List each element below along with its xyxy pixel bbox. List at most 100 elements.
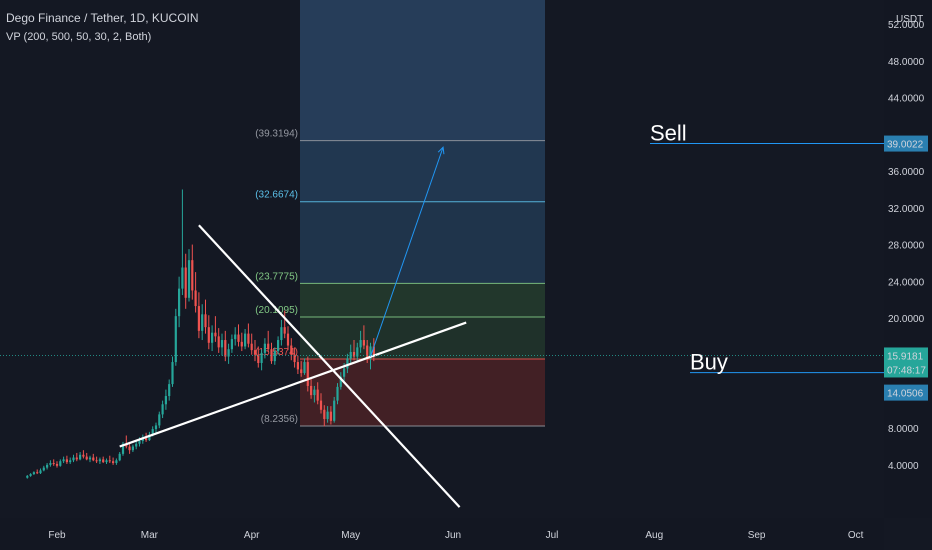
candle-body: [306, 362, 309, 386]
candle-body: [356, 347, 359, 357]
candle-body: [59, 461, 62, 466]
candle-body: [32, 472, 35, 475]
candle-body: [112, 461, 115, 464]
time-axis-tick-label: Sep: [748, 530, 766, 541]
candle-body: [247, 333, 250, 344]
candle-body: [227, 349, 230, 357]
time-axis: Feb Mar Apr May Jun Jul Aug Sep Oct: [48, 530, 863, 541]
candle-body: [108, 460, 111, 462]
candle-body: [178, 288, 181, 317]
fib-zone: [300, 0, 545, 141]
last-price-badge: [884, 347, 928, 378]
indicator-legend[interactable]: VP (200, 500, 50, 30, 2, Both): [6, 31, 152, 43]
candle-body: [339, 376, 342, 387]
candle-body: [65, 459, 68, 463]
candle-body: [336, 386, 339, 401]
candle-body: [303, 362, 306, 374]
fib-level-label: (23.7775): [255, 271, 298, 282]
candle-body: [290, 345, 293, 355]
sell-label: Sell: [650, 121, 687, 146]
candle-body: [191, 260, 194, 291]
fib-level-label: (39.3194): [255, 129, 298, 140]
candle-body: [230, 339, 233, 350]
candle-body: [121, 443, 125, 454]
candle-body: [194, 290, 197, 307]
sell-price-badge-text: 39.0022: [887, 140, 924, 151]
buy-price-badge: [884, 384, 928, 401]
candle-body: [283, 327, 286, 334]
candle-body: [267, 343, 270, 350]
fib-zone: [300, 283, 545, 317]
fib-level-label: (8.2356): [261, 414, 298, 425]
candle-body: [313, 389, 316, 396]
candle-body: [102, 459, 105, 463]
candle-body: [62, 459, 65, 462]
candle-body: [92, 457, 95, 461]
candle-body: [55, 463, 59, 466]
candle-body: [158, 414, 161, 426]
buy-label: Buy: [690, 350, 728, 375]
trendline-drawings[interactable]: [0, 146, 884, 508]
candle-body: [141, 438, 144, 442]
candle-body: [82, 454, 85, 457]
candle-body: [296, 362, 299, 370]
chart-annotations[interactable]: Sell Buy: [650, 121, 884, 375]
candle-body: [128, 446, 131, 451]
candle-body: [316, 389, 319, 401]
time-axis-panel[interactable]: [0, 518, 884, 550]
candle-body: [366, 345, 369, 359]
price-axis-tick-label: 4.0000: [888, 461, 919, 472]
price-axis-tick-label: 24.0000: [888, 277, 925, 288]
candle-body: [372, 346, 375, 356]
candle-body: [310, 385, 313, 396]
sell-price-badge: [884, 135, 928, 152]
candle-body: [207, 327, 210, 343]
symbol-title[interactable]: Dego Finance / Tether, 1D, KUCOIN: [6, 11, 199, 25]
currency-label: USDT: [896, 14, 923, 25]
candle-body: [79, 454, 82, 460]
candle-body: [217, 336, 220, 348]
fib-zone: [300, 358, 545, 426]
candle-body: [319, 400, 323, 410]
candle-body: [253, 350, 257, 355]
candle-body: [174, 316, 177, 363]
candle-body: [105, 460, 108, 463]
candle-body: [118, 453, 121, 461]
candlestick-series: [26, 189, 375, 479]
candle-body: [237, 334, 240, 342]
candle-body: [75, 457, 78, 460]
candle-body: [260, 352, 263, 363]
candle-body: [323, 409, 326, 419]
time-axis-tick-label: Oct: [848, 530, 864, 541]
candle-body: [131, 446, 134, 451]
candle-body: [49, 463, 52, 465]
candle-body: [115, 460, 118, 464]
time-axis-tick-label: Feb: [48, 530, 66, 541]
candle-body: [145, 438, 148, 441]
candle-body: [352, 351, 356, 357]
candle-body: [138, 441, 141, 444]
fib-retracement-tool[interactable]: (39.3194)(32.6674)(23.7775)(20.1095)(15.…: [255, 0, 545, 427]
candle-body: [240, 341, 243, 347]
time-axis-tick-label: Jun: [445, 530, 461, 541]
candle-body: [204, 314, 207, 328]
price-axis-tick-label: 32.0000: [888, 204, 925, 215]
candle-body: [234, 334, 237, 340]
candle-body: [273, 351, 276, 362]
candle-body: [250, 343, 253, 351]
candle-body: [98, 459, 101, 462]
candle-body: [29, 474, 32, 476]
projection-arrow-line: [370, 147, 444, 357]
candle-body: [224, 340, 227, 357]
candle-body: [36, 472, 39, 474]
candle-body: [171, 362, 174, 385]
candle-body: [349, 351, 352, 359]
candle-body: [46, 464, 49, 468]
price-axis-tick-label: 28.0000: [888, 241, 925, 252]
candle-body: [52, 463, 55, 465]
candle-body: [211, 332, 214, 343]
candle-body: [343, 368, 346, 377]
price-axis-panel[interactable]: [884, 0, 932, 518]
candle-body: [88, 457, 92, 460]
